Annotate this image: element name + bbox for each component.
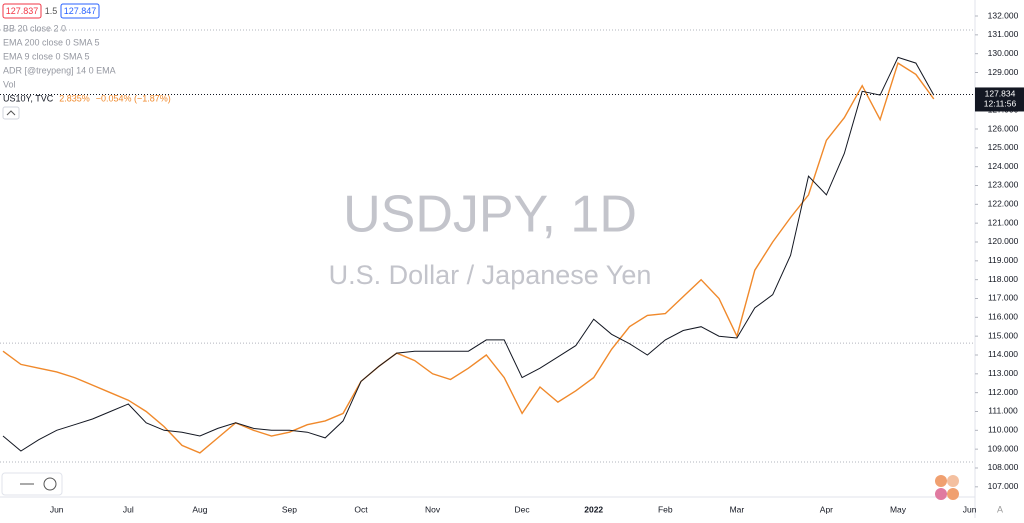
ask: 127.847	[64, 6, 97, 16]
y-tick-label: 108.000	[988, 462, 1019, 472]
series-line	[2, 62, 935, 454]
y-tick-label: 114.000	[988, 349, 1018, 359]
collapse-icon	[6, 110, 16, 116]
x-tick-label: May	[890, 504, 907, 514]
y-tick-label: 109.000	[988, 443, 1019, 453]
series-change: −0.054% (−1.87%)	[96, 93, 171, 103]
y-tick-label: 130.000	[988, 48, 1019, 58]
y-tick-label: 126.000	[988, 123, 1019, 133]
x-tick-label: Oct	[354, 504, 368, 514]
flag-icon	[935, 475, 947, 487]
indicator-label: BB 20 close 2 0	[3, 23, 66, 33]
ask-box[interactable]	[60, 3, 100, 19]
last-price-box	[975, 87, 1024, 112]
x-tick-label: Apr	[820, 504, 833, 514]
x-tick-label: Feb	[658, 504, 673, 514]
indicator-label: EMA 200 close 0 SMA 5	[3, 37, 100, 47]
y-tick-label: 111.000	[988, 406, 1018, 416]
collapse-button[interactable]	[2, 106, 20, 120]
y-tick-label: 131.000	[988, 29, 1019, 39]
x-tick-label: Sep	[282, 504, 297, 514]
auto-scale[interactable]: A	[997, 504, 1003, 514]
bid: 127.837	[6, 6, 39, 16]
x-tick-label: Nov	[425, 504, 441, 514]
y-tick-label: 120.000	[988, 236, 1019, 246]
flag-icon	[947, 475, 959, 487]
indicator-label: EMA 9 close 0 SMA 5	[3, 51, 90, 61]
y-tick-label: 113.000	[988, 368, 1018, 378]
x-tick-label: 2022	[584, 504, 603, 514]
watermark-title: USDJPY, 1D	[343, 186, 637, 244]
y-tick-label: 107.000	[988, 481, 1019, 491]
indicator-label: Vol	[3, 79, 16, 89]
y-tick-label: 119.000	[988, 255, 1018, 265]
countdown: 12:11:56	[984, 99, 1017, 109]
x-tick-label: Jun	[963, 504, 977, 514]
bid-box[interactable]	[2, 3, 42, 19]
x-tick-label: Dec	[515, 504, 531, 514]
y-tick-label: 117.000	[988, 293, 1018, 303]
y-tick-label: 121.000	[988, 217, 1019, 227]
y-tick-label: 132.000	[988, 10, 1019, 20]
indicator-label: ADR [@treypeng] 14 0 EMA	[3, 65, 116, 75]
y-tick-label: 123.000	[988, 180, 1019, 190]
flag-icon	[947, 488, 959, 500]
series-line	[2, 56, 935, 452]
x-tick-label: Mar	[730, 504, 745, 514]
last-price: 127.834	[985, 89, 1016, 99]
series-last: 2.835%	[59, 93, 90, 103]
spread: 1.5	[45, 6, 58, 16]
y-tick-label: 110.000	[988, 425, 1018, 435]
x-tick-label: Aug	[192, 504, 207, 514]
toolbar-icon[interactable]	[43, 477, 57, 491]
x-tick-label: Jul	[123, 504, 134, 514]
y-tick-label: 122.000	[988, 199, 1019, 209]
series-label: US10Y, TVC	[3, 93, 54, 103]
y-tick-label: 116.000	[988, 312, 1018, 322]
y-tick-label: 129.000	[988, 67, 1019, 77]
watermark-subtitle: U.S. Dollar / Japanese Yen	[329, 260, 652, 290]
x-tick-label: Jun	[50, 504, 64, 514]
y-tick-label: 125.000	[988, 142, 1019, 152]
y-tick-label: 124.000	[988, 161, 1019, 171]
y-tick-label: 112.000	[988, 387, 1018, 397]
flag-icon	[935, 488, 947, 500]
y-tick-label: 118.000	[988, 274, 1018, 284]
y-tick-label: 115.000	[988, 330, 1018, 340]
